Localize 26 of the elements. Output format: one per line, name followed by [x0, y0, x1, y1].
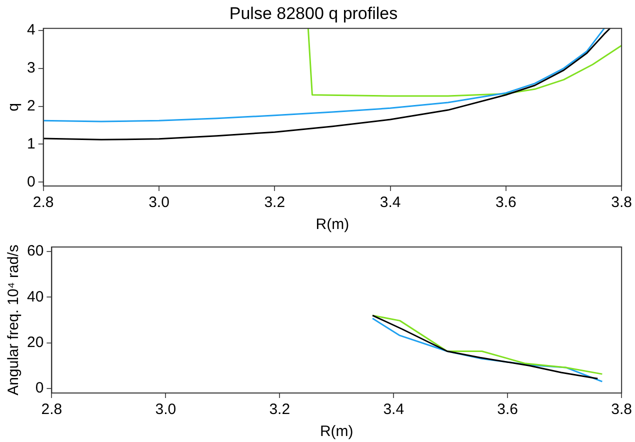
y-tick-label: 0 — [27, 173, 36, 190]
x-tick-label: 2.8 — [32, 194, 54, 212]
x-tick-label: 3.8 — [611, 194, 632, 212]
x-tick-label: 3.4 — [380, 194, 401, 212]
y-tick-label: 40 — [26, 288, 44, 306]
x-axis-title: R(m) — [320, 423, 354, 440]
y-axis-title: q — [5, 103, 22, 112]
chart-title: Pulse 82800 q profiles — [229, 4, 398, 23]
y-tick-label: 1 — [27, 135, 36, 152]
y-tick-label: 20 — [26, 334, 44, 351]
x-tick-label: 3.0 — [148, 194, 170, 212]
x-tick-label: 3.2 — [269, 401, 290, 418]
x-tick-label: 3.8 — [611, 401, 632, 418]
x-tick-label: 3.6 — [496, 194, 516, 212]
x-axis-title: R(m) — [316, 216, 350, 234]
y-axis-title: Angular freq. 10⁴ rad/s — [5, 244, 22, 396]
y-tick-label: 4 — [27, 21, 36, 38]
x-tick-label: 3.6 — [497, 401, 518, 418]
x-tick-label: 3.0 — [155, 401, 176, 418]
x-tick-label: 2.8 — [41, 401, 62, 418]
y-tick-label: 2 — [27, 97, 36, 114]
y-tick-label: 0 — [35, 380, 44, 397]
y-tick-label: 60 — [26, 242, 44, 260]
x-tick-label: 3.4 — [383, 401, 404, 418]
x-tick-label: 3.2 — [264, 194, 286, 212]
y-tick-label: 3 — [27, 59, 36, 76]
